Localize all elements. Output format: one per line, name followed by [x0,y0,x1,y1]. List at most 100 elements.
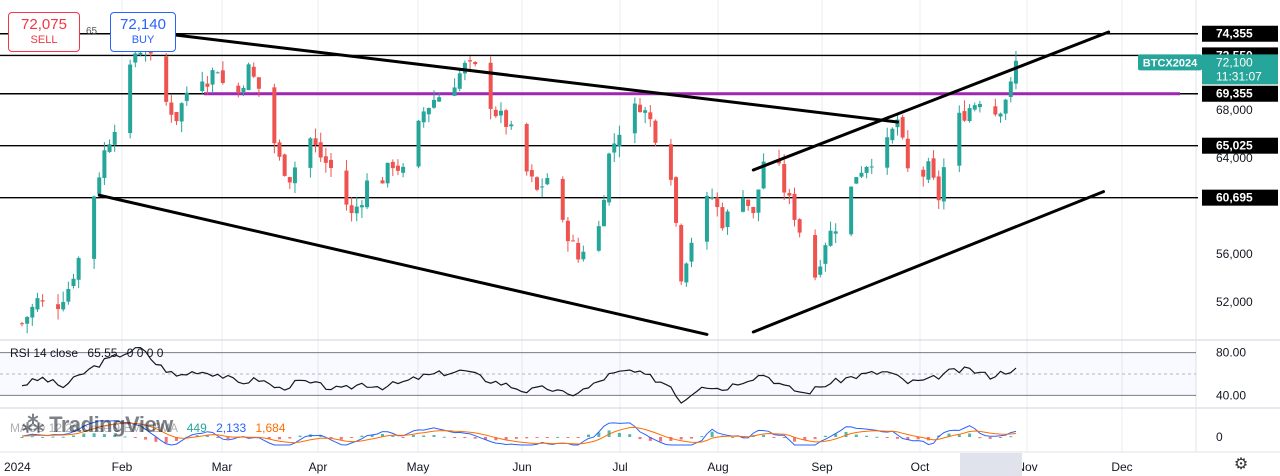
settings-gear-icon[interactable]: ⚙ [1233,456,1249,473]
macd-histogram-bar [875,436,879,438]
macd-histogram-bar [360,435,364,437]
macd-histogram-bar [195,435,199,437]
candle-body [20,323,24,325]
price-level-tag [1202,25,1278,42]
macd-histogram-bar [525,437,529,439]
candle-body [782,164,787,193]
candle-body [380,180,385,184]
macd-histogram-bar [102,434,106,437]
candle-body [653,120,658,143]
price-tick-label: 68,000 [1216,103,1253,117]
macd-histogram-bar [957,434,961,437]
macd-histogram-bar [813,437,817,439]
candle-body [792,193,797,220]
candle-body [612,143,617,153]
macd-histogram-bar [947,433,951,437]
candle-body [452,87,457,96]
candle-body [256,77,261,89]
macd-line-value: 2,133 [216,421,247,435]
macd-histogram-bar [638,437,642,440]
price-level-label: 69,355 [1216,87,1253,101]
macd-histogram-bar [72,435,75,437]
macd-histogram-bar [648,437,652,441]
macd-histogram-bar [226,437,230,440]
trendlines [97,29,1111,336]
macd-histogram-bar [659,437,663,442]
macd-histogram-bar [30,436,34,438]
macd-histogram-bar [453,437,457,438]
macd-histogram-bar [41,436,45,438]
macd-histogram-bar [669,437,673,441]
candle-body [359,205,364,208]
macd-histogram-bar [700,436,704,438]
macd-legend[interactable]: MACD 12 26 close 9 EMA EMA 449 2,133 1,6… [10,421,286,435]
macd-histogram-bar [339,437,343,440]
candle-body [174,112,179,122]
candle-body [833,231,838,234]
macd-histogram-bar [823,435,827,437]
buy-button[interactable]: 72,140 BUY [110,12,176,52]
price-level-label: 74,355 [1216,27,1253,41]
macd-histogram-bar [432,435,436,437]
time-axis-label: Jul [612,460,627,474]
macd-histogram-bar [731,436,735,438]
sell-button[interactable]: 72,075 SELL [8,12,80,52]
rsi-level-label: 80.00 [1216,346,1246,360]
macd-histogram-bar [1009,436,1013,438]
macd-histogram-bar [82,433,86,437]
price-levels [0,33,1198,199]
time-axis-label: Apr [309,460,328,474]
candle-body [241,87,246,93]
candle-body [71,278,76,287]
candle-body [277,142,282,157]
candle-body [756,189,761,213]
rsi-markers: 0 0 0 0 [126,346,164,360]
candle-body [30,306,35,318]
candle-body [365,180,370,208]
candle-body [354,206,359,214]
macd-histogram-bar [205,434,209,437]
candles [20,38,1018,334]
candle-body [323,156,328,163]
candle-body [977,103,982,108]
price-axis[interactable]: 68,00064,00056,00052,00074,35572,55069,3… [1138,25,1278,309]
candle-body [941,167,946,202]
macd-histogram-bar [772,437,776,438]
candle-body [900,117,905,138]
candle-body [601,199,606,227]
candle-body [689,242,694,262]
candle-body [133,53,138,63]
macd-histogram-bar [484,437,487,440]
candle-body [251,66,256,77]
macd-histogram-bar [92,433,96,437]
macd-histogram-bar [679,437,683,440]
candle-body [473,62,478,65]
macd-histogram-bar [401,437,405,438]
spread-value: 65 [86,26,98,37]
macd-histogram-bar [504,437,508,440]
macd-histogram-bar [113,435,117,437]
macd-histogram-bar [793,437,796,442]
time-axis[interactable]: 2024 Feb Mar Apr May Jun Jul Aug Sep Oct Nov Dec [0,451,1280,476]
candle-body [107,144,112,152]
candle-body [885,137,890,168]
candle-body [421,111,426,123]
buy-label: BUY [131,34,155,46]
macd-histogram-bar [154,437,158,442]
candle-body [725,211,730,228]
candle-body [1008,81,1013,97]
rsi-line [21,346,1017,404]
macd-histogram-bar [999,437,1002,438]
candle-body [751,207,756,214]
candle-body [498,110,503,116]
candle-body [138,52,143,56]
macd-histogram-bar [411,435,415,437]
candle-body [292,167,297,184]
macd-histogram-bar [288,437,292,439]
rsi-legend[interactable]: RSI 14 close 65.55 0 0 0 0 [10,346,163,360]
time-axis-label: Oct [911,460,930,474]
candle-body [56,304,61,310]
macd-histogram-bar [968,433,972,437]
rsi-title: RSI 14 close [10,346,79,360]
